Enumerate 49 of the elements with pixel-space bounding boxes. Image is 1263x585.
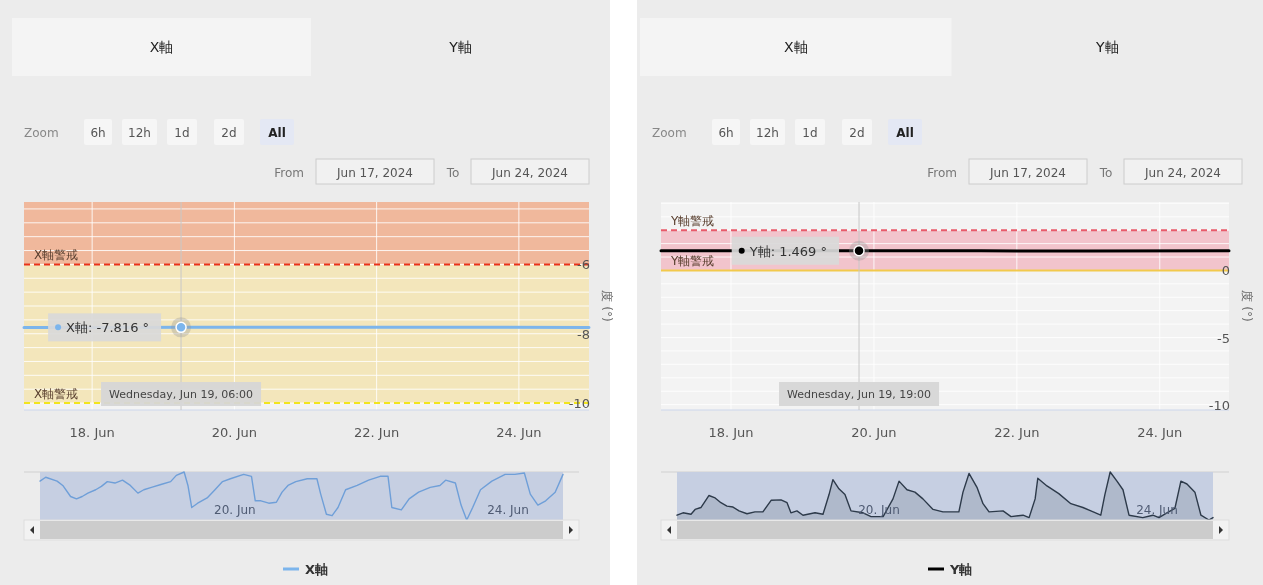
text: Y軸 <box>1094 39 1119 55</box>
text: 1d <box>802 126 818 140</box>
x-tick-label: 20. Jun <box>851 425 897 440</box>
text: Jun 24, 2024 <box>490 166 569 180</box>
x-tick-label: 22. Jun <box>354 425 400 440</box>
text: All <box>896 126 914 140</box>
x-tick-label: 20. Jun <box>211 425 257 440</box>
annotation: Y軸: 1.469 ° <box>748 243 828 259</box>
text: 2d <box>221 126 237 140</box>
x-tick-label: 20. Jun <box>214 503 256 517</box>
text: X軸 <box>149 39 174 55</box>
text: To <box>445 166 460 180</box>
ref-line-label: X軸警戒 <box>34 387 79 402</box>
text: Jun 24, 2024 <box>1143 166 1222 180</box>
text: From <box>927 166 957 180</box>
ref-line-label: X軸警戒 <box>34 248 79 263</box>
x-tick-label: 22. Jun <box>994 425 1040 440</box>
text: To <box>1098 166 1113 180</box>
x-tick-label: 24. Jun <box>487 503 529 517</box>
text: 1d <box>174 126 190 140</box>
legend-label: X軸 <box>305 562 329 577</box>
text: Zoom <box>652 126 687 140</box>
y-axis-title: 度 (°) <box>600 290 614 322</box>
text: All <box>268 126 286 140</box>
text: 6h <box>90 126 106 140</box>
text: Jun 17, 2024 <box>988 166 1067 180</box>
annotation: Wednesday, Jun 19, 19:00 <box>786 388 932 401</box>
annotation: Wednesday, Jun 19, 06:00 <box>109 388 254 401</box>
text: X軸 <box>783 39 808 55</box>
x-tick-label: 24. Jun <box>496 425 542 440</box>
y-tick-label: -10 <box>1208 397 1230 413</box>
text: 12h <box>756 126 779 140</box>
annotation: X軸: -7.816 ° <box>66 320 150 336</box>
text: Jun 17, 2024 <box>335 166 414 180</box>
text: Zoom <box>24 126 59 140</box>
y-tick-label: -5 <box>1217 330 1230 346</box>
x-tick-label: 18. Jun <box>708 425 754 440</box>
text: From <box>274 166 304 180</box>
text: 2d <box>849 126 865 140</box>
text: Y軸 <box>448 39 472 55</box>
text: 12h <box>128 126 151 140</box>
text: 6h <box>718 126 734 140</box>
x-tick-label: 24. Jun <box>1137 425 1183 440</box>
x-tick-label: 18. Jun <box>69 425 115 440</box>
ref-line-label: Y軸警戒 <box>670 214 715 229</box>
y-axis-title: 度 (°) <box>1240 290 1254 322</box>
ref-line-label: Y軸警戒 <box>670 254 715 269</box>
y-tick-label: -8 <box>577 326 590 342</box>
legend-label: Y軸 <box>949 562 973 577</box>
